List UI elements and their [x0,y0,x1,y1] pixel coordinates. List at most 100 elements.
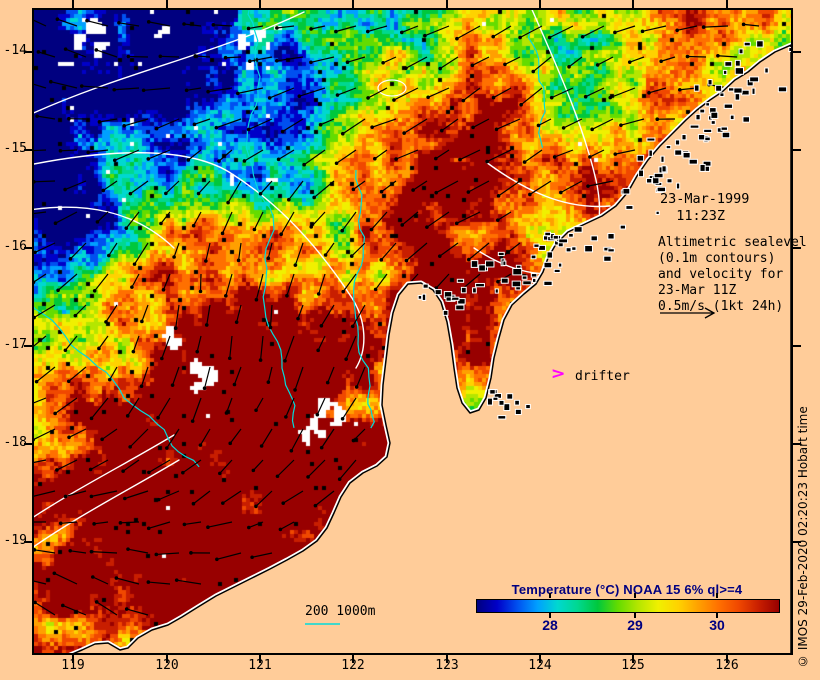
velocity-arrow-head [394,157,398,161]
velocity-arrow [310,211,326,228]
island [526,405,530,409]
velocity-arrow-head [55,468,59,472]
y-axis-label: -18 [3,435,27,450]
velocity-arrow [162,273,171,291]
y-tick [793,345,801,347]
velocity-arrow-head [131,349,136,354]
velocity-arrow [118,22,140,27]
velocity-arrow-head [89,549,94,554]
island [696,114,700,120]
velocity-arrow-head [53,221,58,226]
velocity-arrow [55,211,78,224]
island [471,261,478,267]
velocity-arrow-head [220,231,225,236]
drifter-label: drifter [575,369,630,384]
x-axis-label: 119 [61,658,85,673]
island [435,290,441,295]
y-tick [793,51,801,53]
colorbar-tick-mark [549,593,551,598]
velocity-arrow [148,21,171,27]
island [418,296,422,299]
velocity-arrow [320,118,335,126]
island [444,292,452,298]
velocity-arrow [157,397,171,419]
velocity-arrow [34,397,47,404]
velocity-arrow [105,304,118,323]
velocity-arrow-head [345,60,350,65]
island [515,409,521,414]
bathymetry-contour [34,306,200,468]
velocity-arrow-head [287,197,291,202]
velocity-arrow-head [373,156,377,161]
velocity-arrow [34,459,47,464]
velocity-arrow [492,25,512,38]
y-axis-label: -19 [3,533,27,548]
velocity-arrow [325,242,335,256]
island [623,188,630,194]
velocity-arrow-head [154,126,159,131]
velocity-arrow-head [252,227,257,232]
velocity-arrow [90,459,109,470]
velocity-arrow [269,87,295,99]
velocity-arrow-head [226,200,230,205]
velocity-arrow [148,459,171,473]
velocity-arrow [34,428,56,441]
velocity-arrow [648,87,667,94]
velocity-arrow-head [275,474,280,479]
x-axis-label: 122 [341,658,365,673]
velocity-arrow-head [195,349,200,354]
velocity-arrow [38,51,56,58]
velocity-arrow-head [204,323,209,327]
velocity-arrow [412,180,428,191]
island [654,173,663,178]
velocity-arrow-head [655,117,660,121]
y-tick [24,247,32,249]
velocity-arrow-head [228,441,233,446]
island [495,289,498,293]
velocity-arrow [193,211,202,226]
date-line: 23-Mar-1999 [660,191,750,207]
velocity-arrow-head [92,289,97,293]
velocity-arrow-head [559,190,563,195]
velocity-arrow-head [258,191,263,196]
velocity-arrow [468,242,490,261]
velocity-arrow-head [467,257,471,262]
velocity-arrow [347,56,366,63]
velocity-arrow [439,56,459,70]
velocity-arrow [403,118,428,134]
velocity-arrow-head [202,386,207,391]
bathymetry-contour [352,169,375,429]
island [716,85,722,91]
y-tick [793,149,801,151]
velocity-arrow-head [211,23,216,27]
velocity-arrow [187,149,202,161]
velocity-arrow [660,56,676,62]
velocity-arrow-head [404,258,409,263]
velocity-arrow-head [283,358,287,363]
velocity-arrow [102,180,118,191]
velocity-arrow [277,459,295,477]
velocity-arrow [282,118,304,133]
velocity-arrow-head [254,504,258,509]
velocity-arrow-head [254,297,259,302]
velocity-arrow [56,459,78,471]
velocity-arrow [57,273,78,291]
velocity-arrow [34,242,56,253]
island [422,294,426,300]
sealevel-contour [34,206,175,249]
velocity-arrow-head [107,253,111,258]
velocity-arrow-head [528,192,532,197]
velocity-arrow-head [73,313,78,318]
velocity-arrow [109,366,118,380]
velocity-arrow [158,490,180,501]
velocity-arrow [81,85,109,89]
island [700,164,705,171]
velocity-arrow-head [221,501,225,505]
velocity-arrow [486,149,512,163]
sealevel-contour [34,11,305,114]
velocity-arrow [225,273,233,297]
island [544,236,551,240]
velocity-arrow-head [182,22,186,26]
velocity-arrow [493,87,512,99]
velocity-arrow [352,304,366,327]
